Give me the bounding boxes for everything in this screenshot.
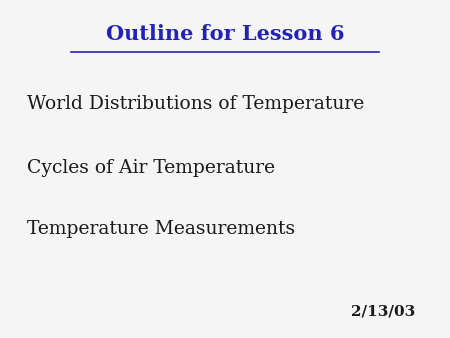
Text: 2/13/03: 2/13/03 <box>351 304 415 318</box>
Text: Temperature Measurements: Temperature Measurements <box>27 220 295 238</box>
Text: Cycles of Air Temperature: Cycles of Air Temperature <box>27 159 275 177</box>
Text: World Distributions of Temperature: World Distributions of Temperature <box>27 95 364 113</box>
Text: Outline for Lesson 6: Outline for Lesson 6 <box>106 24 344 44</box>
